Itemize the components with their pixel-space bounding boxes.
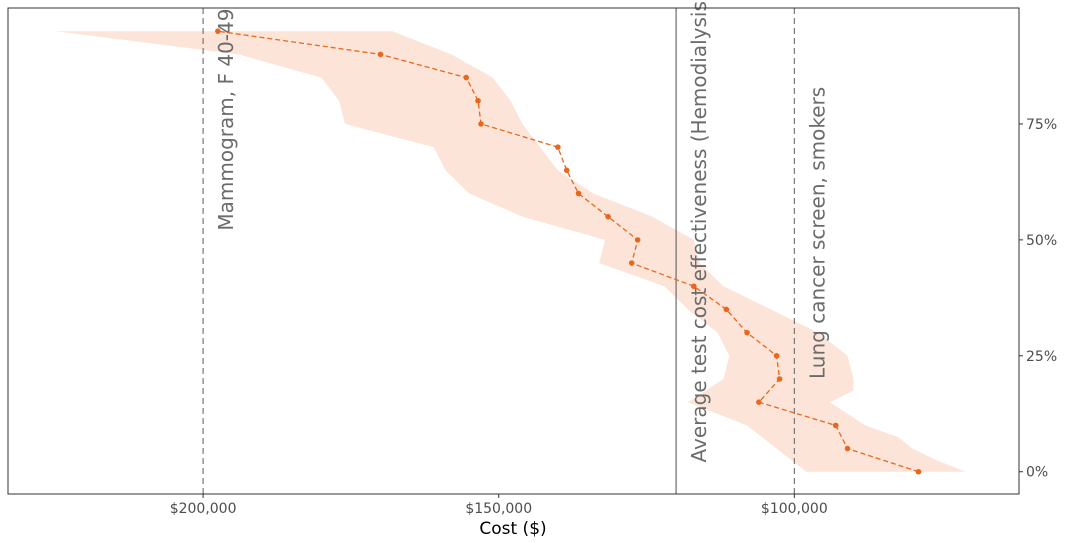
data-point-11: [605, 213, 611, 220]
y-tick-label-3: 75%: [1026, 117, 1057, 133]
reference-label-1: Average test cost effectiveness (Hemodia…: [687, 0, 711, 462]
data-point-4: [776, 376, 783, 382]
data-point-9: [628, 260, 635, 266]
x-tick-label-0: $200,000: [170, 501, 237, 517]
reference-label-0: Mammogram, F 40-49: [214, 9, 238, 231]
data-point-17: [463, 74, 470, 81]
series-line-0: [217, 30, 919, 473]
data-point-0: [915, 468, 922, 475]
y-tick-label-0: 0%: [1026, 465, 1048, 481]
confidence-band: [55, 31, 966, 472]
data-point-13: [563, 167, 570, 174]
data-point-7: [723, 306, 730, 313]
x-axis-title: Cost ($): [479, 519, 546, 539]
data-point-5: [773, 353, 780, 359]
x-tick-label-2: $100,000: [761, 501, 828, 517]
data-point-15: [478, 121, 484, 127]
data-point-19: [215, 28, 221, 34]
data-point-18: [377, 51, 384, 58]
y-tick-label-2: 50%: [1026, 233, 1057, 249]
data-point-6: [744, 329, 750, 336]
data-point-10: [634, 237, 641, 243]
data-point-12: [575, 190, 582, 197]
reference-label-2: Lung cancer screen, smokers: [805, 87, 829, 379]
data-point-16: [475, 97, 481, 104]
plot-panel-border: [7, 7, 1020, 495]
data-point-2: [832, 422, 839, 429]
x-tick-label-1: $150,000: [465, 501, 532, 517]
data-point-3: [756, 399, 762, 405]
data-point-14: [555, 144, 561, 150]
data-point-1: [844, 445, 851, 452]
y-tick-label-1: 25%: [1026, 349, 1057, 365]
data-point-8: [691, 283, 697, 290]
